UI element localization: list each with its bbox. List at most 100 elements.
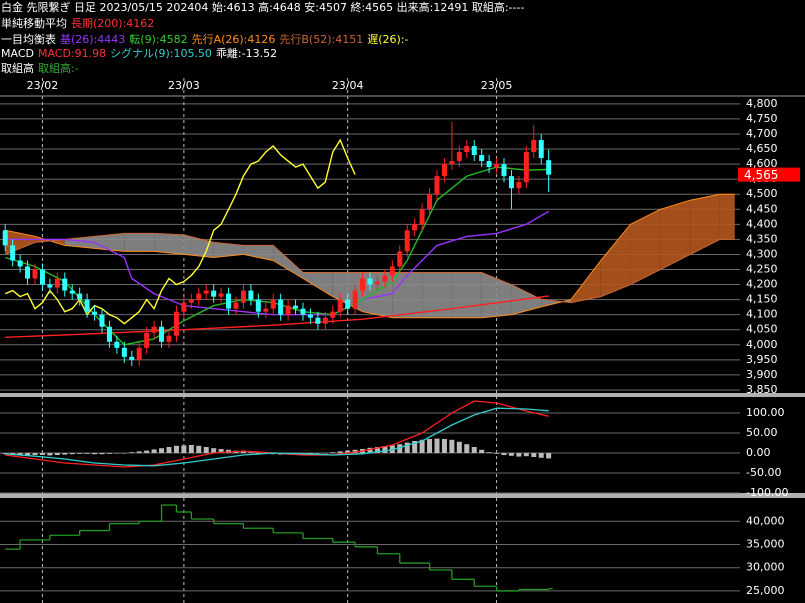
candle-body — [25, 266, 31, 279]
histogram-bar — [159, 448, 165, 453]
candle-body — [337, 299, 343, 312]
legend-item: 取組高:- — [38, 61, 79, 75]
candle-body — [54, 278, 60, 288]
histogram-bar — [2, 453, 8, 455]
histogram-bar — [412, 441, 418, 453]
candle-body — [382, 275, 388, 282]
histogram-bar — [315, 453, 321, 454]
candle-body — [374, 281, 380, 285]
panel-separator — [0, 393, 805, 397]
histogram-bar — [255, 453, 261, 454]
candle-body — [248, 290, 254, 300]
candle-body — [173, 311, 179, 336]
histogram-bar — [449, 439, 455, 453]
histogram-bar — [374, 447, 380, 453]
legend-label: 取組高 — [1, 61, 34, 75]
histogram-bar — [434, 438, 440, 453]
cloud-segment — [64, 236, 95, 249]
candle-body — [360, 278, 366, 291]
candle-body — [322, 317, 328, 324]
macd-panel — [2, 400, 552, 468]
panel-separator — [0, 493, 805, 498]
histogram-bar — [39, 453, 45, 455]
y-tick-label: 4,150 — [746, 293, 778, 306]
candle-body — [196, 293, 202, 300]
legend-item: 転(9):4582 — [129, 33, 187, 46]
y-tick-label: 3,900 — [746, 368, 778, 381]
histogram-bar — [367, 447, 373, 453]
indicator-line — [4, 138, 356, 325]
price-marker — [738, 167, 800, 182]
y-tick-label: 4,450 — [746, 202, 778, 215]
candle-body — [367, 278, 373, 285]
candle-body — [464, 146, 470, 153]
histogram-bar — [92, 453, 98, 455]
y-tick-label: 4,700 — [746, 127, 778, 140]
histogram-bar — [25, 453, 31, 456]
candle-body — [151, 326, 157, 333]
y-tick-label: 40,000 — [746, 514, 785, 527]
price-marker-label: 4,565 — [744, 168, 778, 182]
cloud-segment — [124, 233, 155, 252]
y-tick-label: 4,600 — [746, 157, 778, 170]
histogram-bar — [17, 453, 23, 456]
candle-body — [285, 305, 291, 315]
candle-body — [233, 302, 239, 309]
histogram-bar — [77, 453, 83, 454]
candle-body — [39, 269, 45, 285]
histogram-bar — [345, 450, 351, 453]
candle-body — [181, 302, 187, 312]
candle-body — [449, 161, 455, 165]
y-tick-label: -50.00 — [746, 466, 781, 479]
histogram-bar — [99, 453, 105, 455]
y-tick-label: 50.00 — [746, 426, 778, 439]
histogram-bar — [129, 452, 135, 453]
x-tick-label: 23/03 — [168, 79, 200, 92]
histogram-bar — [486, 452, 492, 453]
candle-body — [62, 278, 68, 291]
legend-item: 乖離:-13.52 — [216, 46, 277, 60]
legend-item: 長期(200):4162 — [71, 17, 154, 30]
histogram-bar — [471, 447, 477, 453]
candle-body — [10, 245, 16, 261]
histogram-bar — [404, 442, 410, 453]
candle-body — [330, 311, 336, 318]
y-tick-label: 4,250 — [746, 263, 778, 276]
legend-label: 単純移動平均 — [1, 16, 67, 30]
x-tick-label: 23/04 — [332, 79, 364, 92]
histogram-bar — [84, 453, 90, 454]
candle-body — [211, 290, 217, 297]
candle-body — [479, 155, 485, 162]
candle-body — [226, 293, 232, 309]
legend-label: 一目均衡表 — [1, 32, 56, 46]
cloud-segment — [690, 194, 720, 255]
legend-item: シグナル(9):105.50 — [110, 46, 212, 60]
cloud-segment — [451, 272, 482, 318]
histogram-bar — [531, 453, 537, 457]
cloud-segment — [213, 242, 244, 258]
legend-item: 遅(26):- — [367, 33, 408, 46]
histogram-bar — [397, 444, 403, 453]
candle-body — [47, 284, 53, 288]
cloud-segment — [154, 233, 184, 255]
y-tick-label: 4,200 — [746, 278, 778, 291]
legend-item: 先行B(52):4151 — [279, 33, 363, 46]
price-panel — [2, 121, 735, 366]
candle-body — [427, 194, 433, 210]
candle-body — [546, 160, 552, 175]
legend-item: 先行A(26):4126 — [192, 33, 276, 46]
histogram-bar — [508, 453, 514, 456]
histogram-bar — [106, 453, 112, 454]
candle-body — [240, 290, 246, 303]
candle-body — [389, 266, 395, 276]
candle-body — [516, 182, 522, 189]
candle-body — [17, 260, 23, 267]
cloud-segment — [481, 272, 512, 318]
y-tick-label: 100.00 — [746, 406, 785, 419]
candle-body — [300, 308, 306, 315]
histogram-bar — [240, 451, 246, 453]
y-tick-label: 4,050 — [746, 323, 778, 336]
candle-body — [419, 209, 425, 225]
histogram-bar — [144, 450, 150, 453]
candle-body — [2, 230, 8, 246]
